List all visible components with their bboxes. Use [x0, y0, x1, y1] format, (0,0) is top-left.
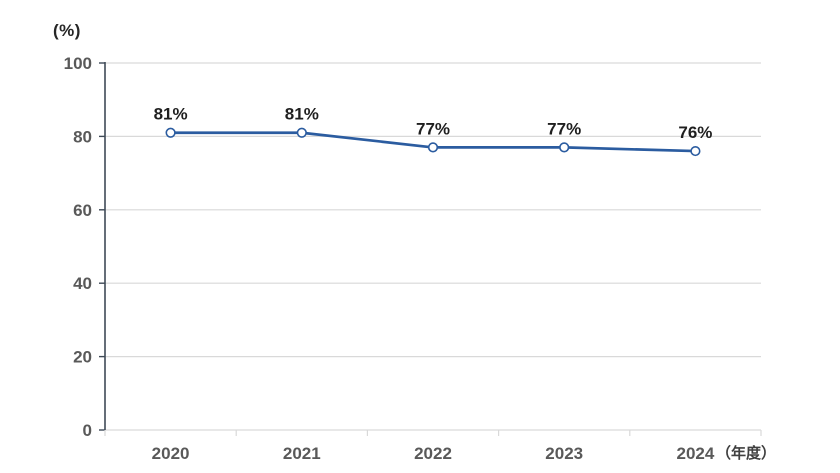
data-point	[690, 145, 701, 157]
y-tick-label: 60	[73, 201, 92, 220]
data-point	[427, 142, 439, 153]
data-point	[559, 142, 570, 153]
data-point-label: 76%	[678, 123, 712, 142]
x-axis-unit-label: （年度）	[716, 445, 777, 462]
y-axis-unit-label: (%)	[53, 21, 81, 40]
x-tick-label: 2020	[152, 444, 190, 463]
data-point	[165, 127, 176, 138]
x-tick-label: 2024	[676, 444, 714, 463]
y-tick-label: 40	[73, 274, 92, 293]
x-tick-label: 2023	[545, 444, 583, 463]
y-tick-label: 0	[83, 421, 92, 440]
y-tick-label: 80	[73, 127, 92, 146]
data-point-label: 81%	[285, 105, 319, 124]
x-tick-label: 2022	[414, 444, 452, 463]
y-tick-label: 100	[64, 54, 92, 73]
x-tick-label: 2021	[283, 444, 321, 463]
y-tick-label: 20	[73, 348, 92, 367]
data-point-label: 81%	[154, 105, 188, 124]
data-point	[296, 127, 307, 138]
data-point-label: 77%	[416, 119, 450, 138]
data-point-label: 77%	[547, 119, 581, 138]
